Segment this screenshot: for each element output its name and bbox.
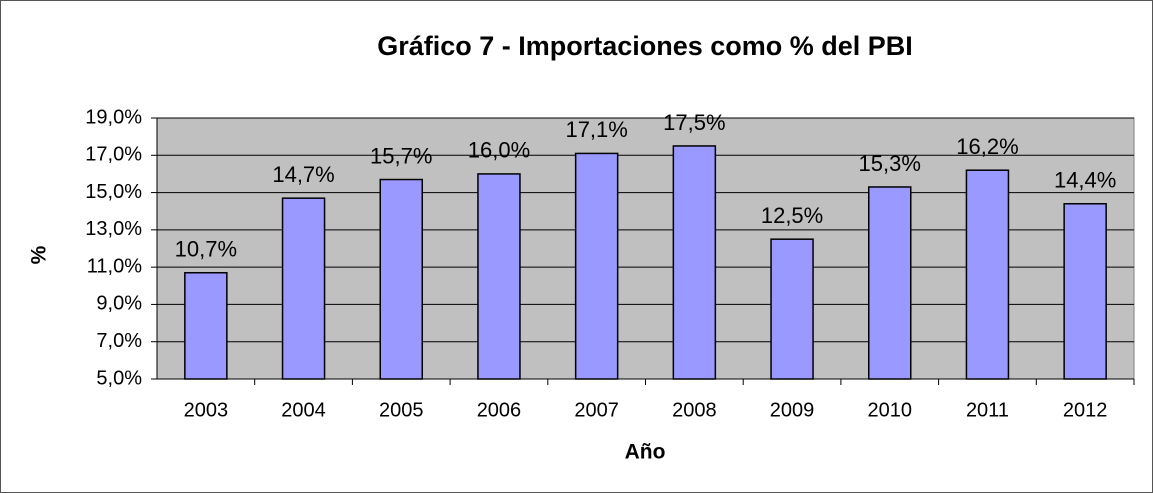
y-tick-label: 19,0% [85,106,142,128]
y-tick-label: 11,0% [87,255,142,277]
y-tick-label: 15,0% [85,181,142,203]
x-tick-label: 2006 [477,399,522,421]
value-label: 16,2% [956,134,1018,159]
bar [477,173,521,380]
x-tick-label: 2005 [379,399,424,421]
x-tick-label: 2007 [574,399,619,421]
x-tick-label: 2008 [672,399,717,421]
y-tick-label: 17,0% [85,144,142,166]
bar [379,178,424,380]
x-tick-label: 2009 [770,399,815,421]
value-label: 15,7% [370,143,432,168]
x-tick-label: 2003 [184,399,229,421]
bar [867,186,912,380]
x-tick-label: 2004 [281,399,326,421]
y-tick-label: 5,0% [96,367,142,389]
x-tick-label: 2011 [966,399,1009,421]
value-label: 15,3% [859,151,921,176]
value-label: 14,4% [1054,168,1116,193]
bar [965,169,1010,380]
y-tick-label: 7,0% [96,330,142,352]
value-label: 17,5% [663,110,725,135]
x-axis-title: Año [625,441,666,464]
bar [770,238,814,380]
value-label: 17,1% [565,117,627,142]
chart-title: Gráfico 7 - Importaciones como % del PBI [377,31,913,61]
bar [184,271,228,380]
x-tick-label: 2012 [1063,399,1108,421]
value-label: 10,7% [175,237,237,262]
value-label: 16,0% [468,138,530,163]
bar [1063,203,1107,380]
y-tick-label: 9,0% [96,293,142,315]
value-label: 12,5% [761,203,823,228]
bar [574,152,619,380]
x-tick-label: 2010 [868,399,913,421]
value-label: 14,7% [272,162,334,187]
y-tick-label: 13,0% [85,218,142,240]
bar [672,145,717,380]
y-axis-title: % [28,245,51,264]
bar [281,197,326,380]
